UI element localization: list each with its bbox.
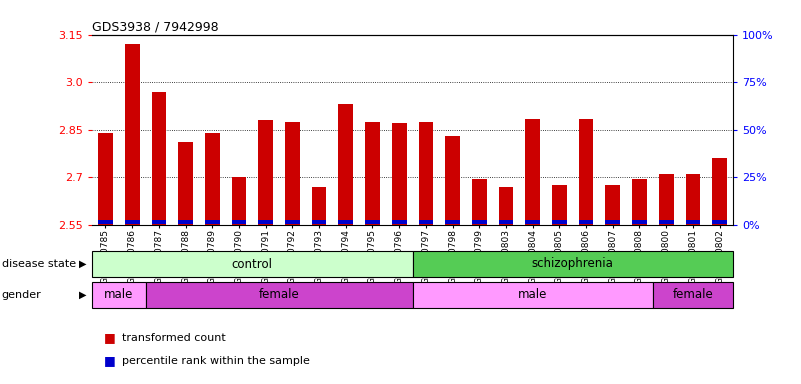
Bar [392, 123, 406, 225]
Bar [413, 251, 733, 277]
Bar [285, 220, 300, 224]
Text: ■: ■ [104, 354, 116, 367]
Bar [125, 44, 139, 225]
Bar [525, 119, 540, 225]
Bar [653, 282, 733, 308]
Bar [231, 177, 247, 225]
Bar [472, 179, 487, 225]
Bar [419, 220, 433, 224]
Bar [632, 179, 647, 225]
Bar [146, 282, 413, 308]
Bar [445, 220, 460, 224]
Bar [659, 220, 674, 224]
Bar [659, 174, 674, 225]
Bar [413, 282, 653, 308]
Bar [285, 122, 300, 225]
Bar [498, 220, 513, 224]
Bar [606, 220, 620, 224]
Bar [712, 158, 727, 225]
Text: transformed count: transformed count [122, 333, 226, 343]
Text: ■: ■ [104, 331, 116, 344]
Bar [472, 220, 487, 224]
Bar [312, 220, 327, 224]
Bar [339, 220, 353, 224]
Text: ▶: ▶ [78, 259, 86, 269]
Bar [231, 220, 247, 224]
Bar [98, 133, 113, 225]
Bar [445, 136, 460, 225]
Bar [151, 220, 167, 224]
Bar [606, 185, 620, 225]
Bar [365, 220, 380, 224]
Text: ▶: ▶ [78, 290, 86, 300]
Text: disease state: disease state [2, 259, 76, 269]
Text: percentile rank within the sample: percentile rank within the sample [122, 356, 310, 366]
Bar [579, 220, 594, 224]
Bar [632, 220, 647, 224]
Bar [392, 220, 406, 224]
Bar [258, 220, 273, 224]
Bar [686, 174, 700, 225]
Text: control: control [231, 258, 273, 270]
Bar [125, 220, 139, 224]
Bar [552, 185, 567, 225]
Text: female: female [673, 288, 713, 301]
Bar [205, 220, 219, 224]
Text: male: male [104, 288, 134, 301]
Text: female: female [259, 288, 300, 301]
Bar [552, 220, 567, 224]
Text: GDS3938 / 7942998: GDS3938 / 7942998 [92, 20, 219, 33]
Bar [419, 122, 433, 225]
Bar [179, 142, 193, 225]
Bar [712, 220, 727, 224]
Text: gender: gender [2, 290, 42, 300]
Bar [579, 119, 594, 225]
Text: male: male [518, 288, 547, 301]
Bar [525, 220, 540, 224]
Bar [151, 91, 167, 225]
Bar [339, 104, 353, 225]
Bar [498, 187, 513, 225]
Bar [179, 220, 193, 224]
Bar [686, 220, 700, 224]
Bar [92, 282, 146, 308]
Bar [258, 120, 273, 225]
Bar [365, 122, 380, 225]
Bar [205, 133, 219, 225]
Bar [98, 220, 113, 224]
Bar [312, 187, 327, 225]
Text: schizophrenia: schizophrenia [532, 258, 614, 270]
Bar [92, 251, 413, 277]
